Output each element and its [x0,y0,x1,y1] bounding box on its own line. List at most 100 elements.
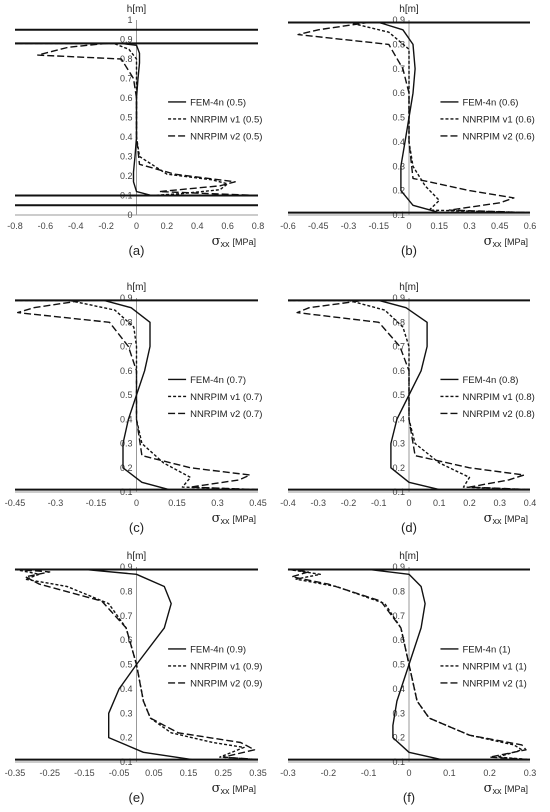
x-tick-label: 0.15 [430,221,448,231]
x-tick-label: -0.35 [5,768,26,778]
x-tick-label: 0.3 [493,498,506,508]
legend-entry: NNRPIM v2 (0.9) [190,678,262,689]
x-tick-label: 0.35 [249,768,267,778]
y-tick-label: 0.8 [392,586,405,596]
y-tick-label: 0.5 [392,660,405,670]
y-axis-title: h[m] [399,4,419,15]
x-tick-label: -0.3 [341,221,357,231]
y-tick-label: 0.2 [392,186,405,196]
y-tick-label: 0.3 [392,708,405,718]
legend-entry: NNRPIM v1 (0.7) [190,392,262,403]
x-tick-label: 0.8 [252,221,265,231]
y-tick-label: 0.2 [120,171,133,181]
legend-entry: NNRPIM v2 (0.6) [462,131,534,142]
x-tick-label: -0.2 [321,768,337,778]
x-tick-label: 0.3 [463,221,476,231]
x-tick-label: 0.15 [168,498,186,508]
x-tick-label: -0.3 [280,768,296,778]
y-axis-title: h[m] [127,551,147,562]
y-tick-label: 0.9 [120,35,133,45]
panel-label: (c) [129,520,144,535]
series-line-2 [15,299,259,491]
y-tick-label: 0.3 [392,439,405,449]
x-axis-unit: [MPa] [504,237,528,247]
x-axis-title: σxx [MPa] [484,234,528,249]
y-tick-label: 0.7 [392,64,405,74]
y-tick-label: 0.9 [392,562,405,572]
x-axis-subscript: xx [492,516,502,526]
x-tick-label: -0.1 [361,768,377,778]
x-tick-label: 0.3 [211,498,224,508]
panel-label: (e) [129,790,145,805]
x-tick-label: 0.2 [463,498,476,508]
legend-entry: FEM-4n (0.7) [190,375,246,386]
x-tick-label: 0.4 [524,498,537,508]
x-tick-label: -0.45 [5,498,26,508]
series-line-3 [15,299,259,491]
series-line-2 [287,568,531,761]
x-tick-label: -0.15 [86,498,107,508]
y-tick-label: 0.2 [120,463,133,473]
y-axis-title: h[m] [127,4,147,15]
y-tick-label: 0.9 [392,293,405,303]
y-tick-label: 0.9 [120,293,133,303]
x-tick-label: 0.15 [180,768,198,778]
y-tick-label: 0.6 [392,366,405,376]
x-axis-unit: [MPa] [232,784,256,794]
x-tick-label: 0.1 [443,768,456,778]
y-tick-label: 0.9 [392,15,405,25]
legend-entry: NNRPIM v2 (0.5) [190,131,262,142]
y-tick-label: 0.3 [120,439,133,449]
x-axis-subscript: xx [492,239,502,249]
legend-entry: NNRPIM v2 (0.7) [190,409,262,420]
y-tick-label: 0.1 [392,757,405,767]
chart-panel-f: 0.1 0.2 0.3 0.4 0.5 0.6 0.7 0.8 0.9 -0.3 -0.2 -0.1 0… [280,551,536,805]
series-line-3 [15,42,259,197]
x-tick-label: -0.6 [280,221,296,231]
x-axis-subscript: xx [220,516,230,526]
y-tick-label: 0.6 [120,635,133,645]
y-tick-label: 0.2 [120,733,133,743]
legend-entry: FEM-4n (0.9) [190,644,246,655]
legend-entry: NNRPIM v1 (0.9) [190,661,262,672]
y-tick-label: 0.4 [120,414,133,424]
legend-entry: FEM-4n (0.5) [190,97,246,108]
legend-entry: NNRPIM v1 (0.8) [462,392,534,403]
y-tick-label: 0.1 [392,487,405,497]
y-tick-label: 0.4 [120,684,133,694]
x-tick-label: 0.45 [491,221,509,231]
legend-entry: FEM-4n (1) [462,644,510,655]
series-line-3 [288,21,531,214]
y-tick-label: 0.7 [392,342,405,352]
y-axis-title: h[m] [399,282,419,293]
x-tick-label: -0.2 [341,498,357,508]
x-tick-label: -0.2 [98,221,114,231]
x-axis-symbol: σ [212,511,221,526]
x-axis-subscript: xx [220,239,230,249]
x-tick-label: -0.05 [109,768,130,778]
x-tick-label: -0.3 [48,498,64,508]
y-tick-label: 0.1 [120,487,133,497]
x-tick-label: 0.2 [483,768,496,778]
legend-entry: NNRPIM v2 (0.8) [462,409,534,420]
chart-panel-d: 0.10.20.30.40.50.60.70.80.9-0.4 -0.3 -0.2-… [280,282,536,535]
x-tick-label: 0 [134,498,139,508]
x-tick-label: 0 [406,498,411,508]
y-tick-label: 0.5 [120,660,133,670]
legend-entry: FEM-4n (0.6) [462,97,518,108]
y-tick-label: 0.9 [120,562,133,572]
y-tick-label: 0.2 [392,733,405,743]
y-tick-label: 0.1 [392,210,405,220]
y-tick-label: 0.5 [120,113,133,123]
y-tick-label: 0.8 [120,586,133,596]
panel-label: (d) [401,520,417,535]
panel-label: (f) [403,790,415,805]
x-tick-label: 0.6 [524,221,537,231]
x-tick-label: -0.4 [280,498,296,508]
x-tick-label: 0.25 [215,768,233,778]
y-tick-label: 0.4 [392,414,405,424]
chart-panel-b: 0.1 0.2 0.3 0.4 0.5 0.6 0.7 0.8 0.9 -0.6 -0.45 -0.3… [280,4,536,258]
y-tick-label: 0.1 [120,757,133,767]
y-tick-label: 0.6 [120,366,133,376]
